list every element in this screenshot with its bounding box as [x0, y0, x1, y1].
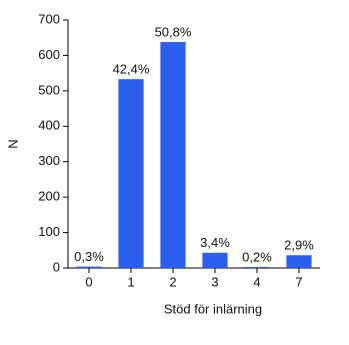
y-tick-label: 600	[38, 47, 60, 62]
bar	[202, 252, 228, 268]
bar-label: 3,4%	[200, 235, 230, 250]
x-tick-label: 1	[127, 274, 134, 289]
x-tick-label: 3	[211, 274, 218, 289]
y-tick-label: 0	[53, 259, 60, 274]
x-tick-label: 2	[169, 274, 176, 289]
bar	[286, 255, 312, 268]
bar	[244, 266, 270, 268]
y-tick-label: 100	[38, 224, 60, 239]
y-tick-label: 200	[38, 189, 60, 204]
y-tick-label: 300	[38, 153, 60, 168]
bar-label: 2,9%	[284, 238, 314, 253]
y-axis-title: N	[5, 139, 20, 148]
x-tick-label: 7	[295, 274, 302, 289]
bar-label: 0,2%	[242, 249, 272, 264]
bar-label: 42,4%	[113, 62, 150, 77]
y-tick-label: 700	[38, 11, 60, 26]
x-tick-label: 0	[85, 274, 92, 289]
bar	[76, 266, 102, 268]
bar	[160, 41, 186, 268]
bar-label: 50,8%	[155, 24, 192, 39]
x-axis-title: Stöd för inlärning	[164, 301, 262, 316]
bar	[118, 79, 144, 268]
y-tick-label: 400	[38, 118, 60, 133]
y-tick-label: 500	[38, 82, 60, 97]
x-tick-label: 4	[253, 274, 260, 289]
bar-label: 0,3%	[74, 249, 104, 264]
